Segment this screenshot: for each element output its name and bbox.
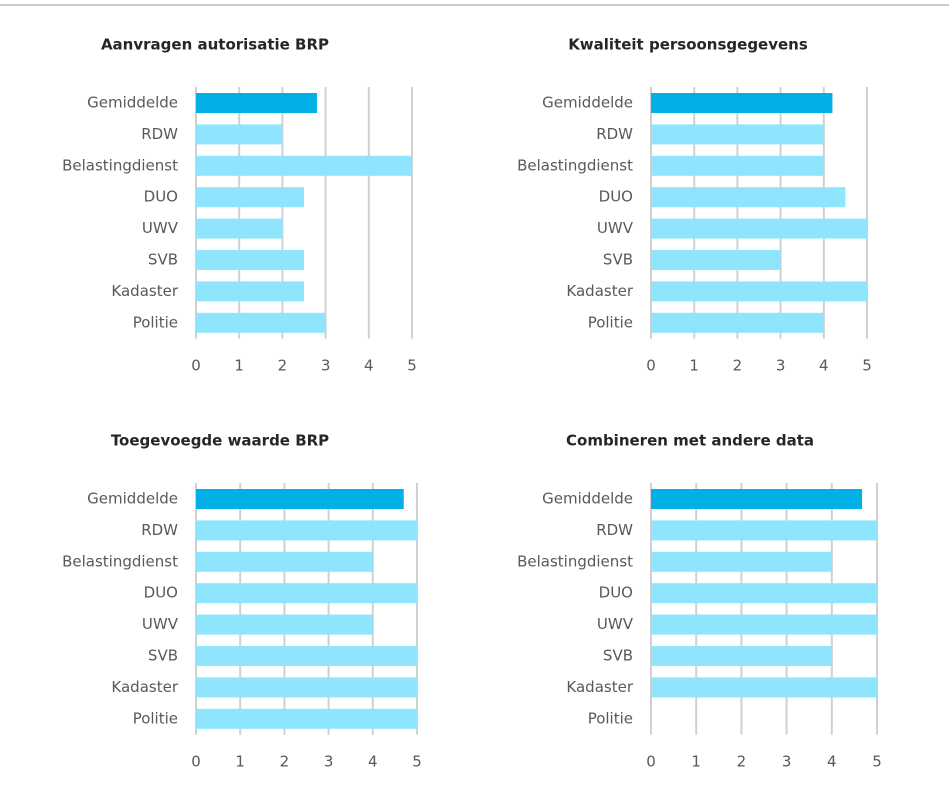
bar [196, 677, 417, 698]
bar [651, 93, 833, 113]
x-tick-label: 5 [412, 753, 422, 771]
bar [196, 281, 304, 302]
bar [196, 187, 304, 208]
x-tick-label: 2 [733, 357, 743, 375]
bar [651, 614, 877, 635]
y-tick-label: Kadaster [111, 282, 178, 300]
y-tick-label: RDW [596, 521, 633, 539]
bar [651, 677, 877, 698]
x-tick-label: 0 [646, 753, 656, 771]
y-tick-label: UWV [597, 615, 634, 633]
x-tick-label: 5 [407, 357, 417, 375]
bar [651, 218, 867, 239]
y-tick-label: Belastingdienst [517, 552, 633, 570]
y-tick-label: Belastingdienst [62, 552, 178, 570]
bar [196, 551, 373, 572]
y-tick-label: RDW [596, 125, 633, 143]
y-tick-label: Belastingdienst [62, 156, 178, 174]
x-tick-label: 1 [234, 357, 244, 375]
y-tick-label: Gemiddelde [542, 490, 633, 508]
chart-title: Toegevoegde waarde BRP [111, 432, 329, 450]
y-tick-label: DUO [599, 188, 633, 206]
x-tick-label: 3 [321, 357, 331, 375]
x-tick-label: 1 [235, 753, 245, 771]
y-tick-label: UWV [142, 615, 179, 633]
bar [651, 155, 824, 176]
bar [651, 124, 824, 145]
y-tick-label: SVB [603, 251, 633, 269]
bar [651, 489, 863, 509]
x-tick-label: 2 [737, 753, 747, 771]
y-tick-label: Kadaster [566, 678, 633, 696]
y-tick-label: DUO [599, 584, 633, 602]
y-tick-label: SVB [148, 647, 178, 665]
y-tick-label: Belastingdienst [517, 156, 633, 174]
y-tick-label: Politie [588, 709, 633, 727]
y-tick-label: DUO [144, 188, 178, 206]
bar [196, 520, 417, 541]
x-tick-label: 5 [862, 357, 872, 375]
x-tick-label: 2 [280, 753, 290, 771]
bar [651, 281, 867, 302]
chart-title: Kwaliteit persoonsgegevens [568, 36, 808, 54]
bar [196, 614, 373, 635]
bar [651, 250, 781, 270]
x-tick-label: 3 [776, 357, 786, 375]
x-tick-label: 0 [191, 753, 201, 771]
bar [196, 218, 283, 239]
x-tick-label: 1 [691, 753, 701, 771]
x-tick-label: 1 [689, 357, 699, 375]
y-tick-label: Politie [133, 709, 178, 727]
x-tick-label: 3 [782, 753, 792, 771]
x-tick-label: 2 [278, 357, 288, 375]
x-tick-label: 4 [827, 753, 837, 771]
y-tick-label: RDW [141, 125, 178, 143]
bar [651, 551, 832, 572]
y-tick-label: Politie [588, 313, 633, 331]
x-tick-label: 5 [872, 753, 882, 771]
bar [651, 646, 832, 666]
bar [196, 646, 417, 666]
bar [196, 93, 317, 113]
bar [196, 489, 404, 509]
y-tick-label: Gemiddelde [87, 94, 178, 112]
x-tick-label: 0 [191, 357, 201, 375]
x-tick-label: 4 [819, 357, 829, 375]
bar [651, 312, 824, 333]
chart-title: Aanvragen autorisatie BRP [101, 36, 329, 54]
y-tick-label: RDW [141, 521, 178, 539]
bar [196, 312, 326, 333]
bar [196, 155, 412, 176]
x-tick-label: 3 [324, 753, 334, 771]
y-tick-label: UWV [142, 219, 179, 237]
x-tick-label: 4 [364, 357, 374, 375]
bar [651, 583, 877, 604]
y-tick-label: Gemiddelde [542, 94, 633, 112]
y-tick-label: SVB [603, 647, 633, 665]
y-tick-label: Gemiddelde [87, 490, 178, 508]
bar [651, 187, 846, 208]
x-tick-label: 0 [646, 357, 656, 375]
bar [651, 520, 877, 541]
bar [196, 250, 304, 270]
x-tick-label: 4 [368, 753, 378, 771]
bar [196, 583, 417, 604]
y-tick-label: SVB [148, 251, 178, 269]
y-tick-label: Politie [133, 313, 178, 331]
y-tick-label: Kadaster [566, 282, 633, 300]
bar [196, 124, 283, 145]
y-tick-label: UWV [597, 219, 634, 237]
chart-title: Combineren met andere data [566, 432, 814, 450]
y-tick-label: DUO [144, 584, 178, 602]
y-tick-label: Kadaster [111, 678, 178, 696]
bar [196, 708, 417, 729]
